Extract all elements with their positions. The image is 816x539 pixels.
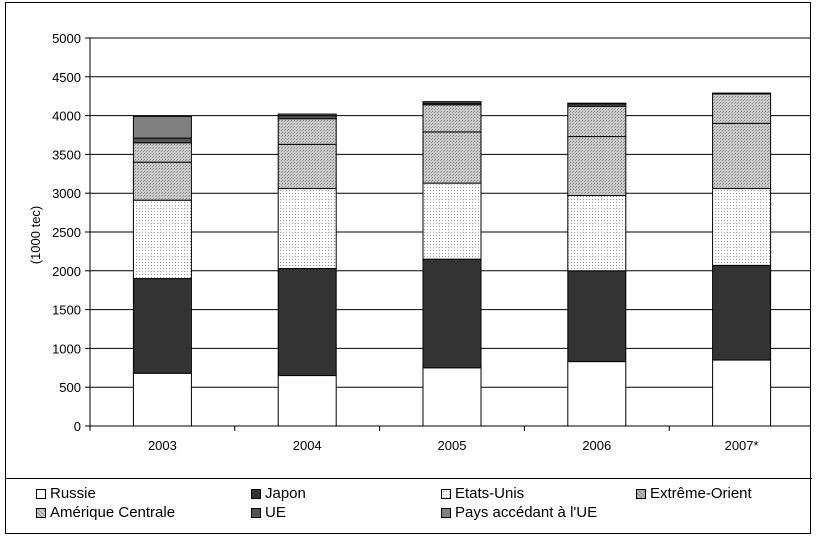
y-tick-label: 4500: [52, 70, 81, 85]
y-tick-label: 3000: [52, 186, 81, 201]
bar-segment-etats-unis: [422, 182, 482, 260]
legend-item: Pays accédant à l'UE: [441, 504, 597, 521]
bar-segment-etats-unis: [712, 188, 772, 266]
bar-segment-extr-me-orient: [567, 136, 627, 197]
bar-segment-am-rique-centrale: [712, 93, 772, 124]
bar-segment-am-rique-centrale: [277, 118, 337, 145]
bar-segment-extr-me-orient: [132, 161, 192, 201]
bar-segment-ue: [132, 137, 192, 144]
y-tick-label: 3500: [52, 147, 81, 162]
legend-swatch: [636, 488, 646, 499]
legend-item: UE: [251, 504, 286, 521]
chart-frame: 0 500 1000 1500 2000 2500 3000 3500 4000 4500 5000…: [5, 2, 815, 534]
bar-segment-etats-unis: [567, 195, 627, 272]
y-tick-label: 2000: [52, 264, 81, 279]
bar-segment-russie: [422, 367, 482, 427]
legend-label: UE: [265, 504, 286, 521]
legend-item: Amérique Centrale: [36, 504, 175, 521]
bar-segment-extr-me-orient: [712, 122, 772, 190]
bar-segment-pays-acc-dant-l-ue: [422, 101, 482, 104]
y-tick-label: 4000: [52, 109, 81, 124]
legend-swatch: [251, 488, 261, 499]
x-tick-label: 2007*: [725, 438, 759, 453]
x-tick-label: 2003: [148, 438, 177, 453]
legend-label: Russie: [50, 485, 96, 502]
legend-swatch: [251, 507, 261, 518]
bar-segment-japon: [422, 258, 482, 369]
bar-segment-russie: [277, 375, 337, 427]
legend-item: Japon: [251, 485, 306, 502]
bar-segment-extr-me-orient: [277, 143, 337, 190]
x-tick-label: 2005: [438, 438, 467, 453]
legend-swatch: [441, 507, 451, 518]
legend-label: Extrême-Orient: [650, 485, 752, 502]
y-axis-title: (1000 tec): [28, 206, 43, 265]
y-tick-label: 0: [74, 419, 81, 434]
bar-segment-ue: [712, 92, 772, 95]
legend-label: Japon: [265, 485, 306, 502]
bar-segment-pays-acc-dant-l-ue: [277, 113, 337, 117]
bar-segment-japon: [277, 267, 337, 377]
legend-label: Etats-Unis: [455, 485, 525, 502]
bar-segment-extr-me-orient: [422, 131, 482, 184]
legend: Russie Japon Etats-Unis Extrême-Orient Améri…: [6, 478, 812, 527]
legend-swatch: [36, 507, 46, 518]
stacked-bar-chart: 0 500 1000 1500 2000 2500 3000 3500 4000 4500 5000…: [28, 31, 815, 453]
legend-swatch: [441, 488, 451, 499]
y-tick-label: 1500: [52, 303, 81, 318]
bar-segment-am-rique-centrale: [422, 104, 482, 133]
bar-segment-japon: [567, 270, 627, 363]
bar-segment-etats-unis: [132, 199, 192, 280]
bar-segment-etats-unis: [277, 188, 337, 269]
x-tick-label: 2006: [582, 438, 611, 453]
bar-segment-russie: [712, 359, 772, 427]
bar-segment-am-rique-centrale: [132, 142, 192, 163]
bar-segment-japon: [712, 264, 772, 361]
legend-item: Etats-Unis: [441, 485, 524, 502]
legend-label: Amérique Centrale: [50, 504, 176, 521]
y-tick-label: 2500: [52, 225, 81, 240]
legend-item: Russie: [36, 485, 96, 502]
bar-segment-am-rique-centrale: [567, 105, 627, 138]
x-tick-label: 2004: [293, 438, 322, 453]
y-tick-label: 1000: [52, 341, 81, 356]
bar-segment-russie: [567, 361, 627, 427]
legend-item: Extrême-Orient: [636, 485, 752, 502]
legend-label: Pays accédant à l'UE: [455, 504, 598, 521]
bar-segment-russie: [132, 372, 192, 427]
y-tick-label: 5000: [52, 31, 81, 46]
bar-segment-japon: [132, 278, 192, 374]
bar-segment-pays-acc-dant-l-ue: [132, 115, 192, 139]
legend-swatch: [36, 488, 46, 499]
y-tick-label: 500: [59, 380, 81, 395]
bar-segment-pays-acc-dant-l-ue: [567, 102, 627, 105]
